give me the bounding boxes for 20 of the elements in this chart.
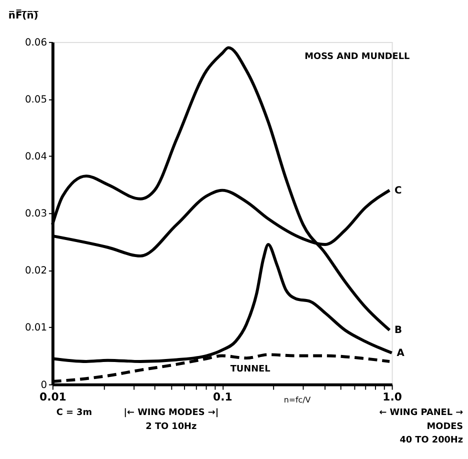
y-tick-label: 0.06 (25, 37, 47, 48)
y-tick-label: 0.04 (25, 152, 47, 163)
text: C = 3m (56, 408, 92, 418)
y-tick-label: 0.02 (25, 266, 47, 277)
series-label: A (396, 348, 405, 359)
x-tick-label: 0.1 (212, 390, 232, 404)
text: |← WING MODES →| 2 TO 10Hz (124, 408, 219, 432)
x-tick-label: 1.0 (382, 390, 402, 404)
annotation: TUNNEL (230, 364, 271, 374)
series-label: C (394, 185, 402, 196)
series-label: B (394, 325, 402, 336)
y-tick-label: 0.03 (25, 208, 47, 220)
annotation: MOSS AND MUNDELL (304, 52, 410, 62)
y-tick-label: 0 (40, 380, 47, 391)
y-axis-title: n̅F̅(̅n̅)̅ (8, 8, 38, 22)
x-tick-label: 0.01 (40, 390, 66, 404)
y-tick-label: 0.05 (25, 94, 47, 106)
text: ← WING PANEL → MODES 40 TO 200Hz (379, 408, 464, 446)
x-axis-title: n=fc/V (284, 396, 312, 405)
y-tick-label: 0.01 (25, 322, 47, 334)
